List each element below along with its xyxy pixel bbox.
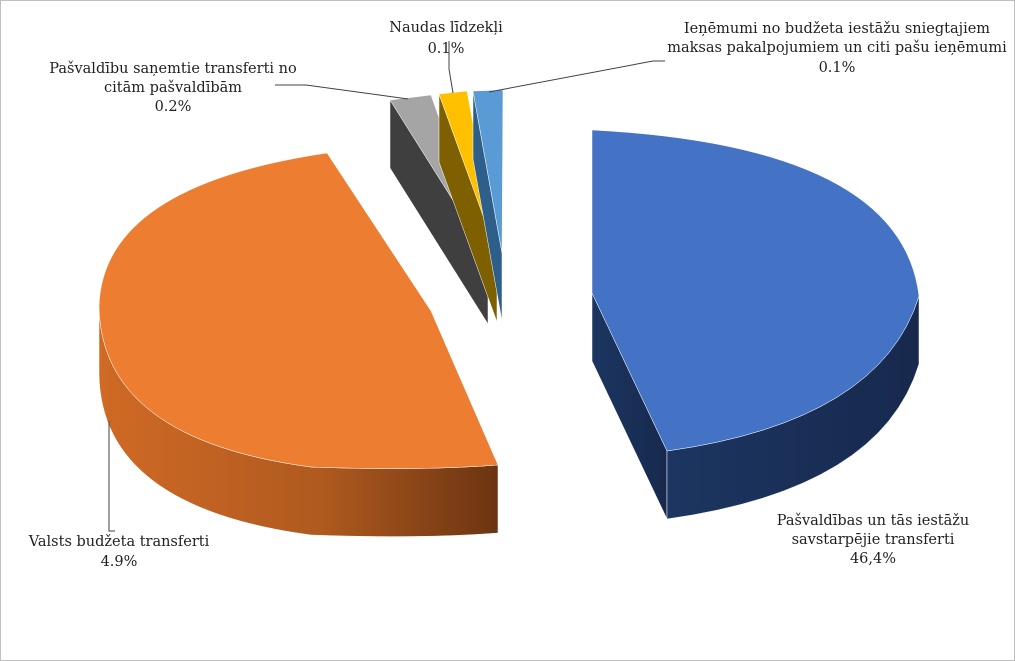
data-label-3: Naudas līdzekļi 0.1% xyxy=(389,20,503,57)
slice-group-0 xyxy=(591,129,920,520)
slice-group-1 xyxy=(98,152,499,537)
data-label-2-line-2: citām pašvaldībām xyxy=(104,79,242,96)
leader-line-2 xyxy=(275,84,409,100)
data-label-4: Ieņēmumi no budžeta iestāžu sniegtajiem … xyxy=(667,21,1007,76)
data-label-0-value: 46,4% xyxy=(850,551,896,567)
data-label-4-line-2: maksas pakalpojumiem un citi pašu ieņēmu… xyxy=(667,39,1007,56)
leader-line-4 xyxy=(488,60,665,93)
data-label-3-line-1: Naudas līdzekļi xyxy=(389,20,503,36)
data-label-0-line-2: savstarpējie transferti xyxy=(792,532,955,548)
data-label-3-value: 0.1% xyxy=(428,41,465,57)
data-label-2-value: 0.2% xyxy=(155,99,192,115)
data-label-4-value: 0.1% xyxy=(819,60,856,76)
data-label-1-value: 4.9% xyxy=(101,554,138,570)
leader-line-3 xyxy=(448,41,454,94)
data-label-2: Pašvaldību saņemtie transferti no citām … xyxy=(49,60,296,115)
data-label-2-line-1: Pašvaldību saņemtie transferti no xyxy=(49,60,296,77)
slice-group-4 xyxy=(472,89,504,322)
data-label-0-line-1: Pašvaldības un tās iestāžu xyxy=(777,512,969,529)
data-label-4-line-1: Ieņēmumi no budžeta iestāžu sniegtajiem xyxy=(684,21,990,37)
data-label-1-line-1: Valsts budžeta transferti xyxy=(28,534,210,550)
data-label-0: Pašvaldības un tās iestāžu savstarpējie … xyxy=(777,512,969,567)
pie-slice-1[interactable] xyxy=(98,152,499,469)
pie-slice-0[interactable] xyxy=(591,129,920,452)
pie-slice-4[interactable] xyxy=(472,89,504,254)
data-label-1: Valsts budžeta transferti 4.9% xyxy=(28,534,210,570)
leader-line-1 xyxy=(108,421,115,532)
